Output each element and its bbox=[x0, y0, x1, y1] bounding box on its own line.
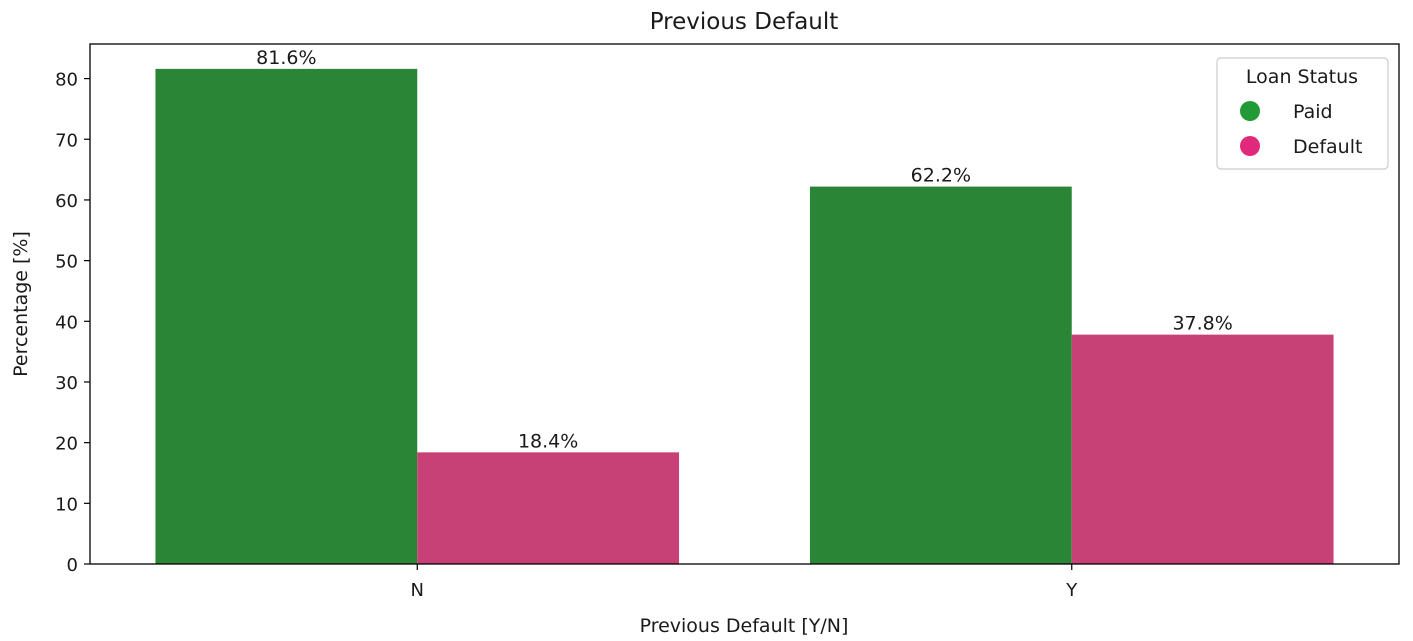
legend-label-paid: Paid bbox=[1293, 101, 1333, 123]
bar-default-y bbox=[1071, 334, 1334, 564]
legend-label-default: Default bbox=[1293, 136, 1362, 158]
bars-layer bbox=[155, 68, 1334, 564]
y-tick-label-0: 0 bbox=[67, 555, 78, 576]
y-tick-label-60: 60 bbox=[55, 191, 78, 212]
chart-title: Previous Default bbox=[650, 9, 839, 35]
legend-marker-paid bbox=[1240, 101, 1260, 121]
y-tick-label-20: 20 bbox=[55, 434, 78, 455]
y-tick-label-70: 70 bbox=[55, 130, 78, 151]
y-axis-label: Percentage [%] bbox=[10, 231, 32, 377]
bar-label-default-n: 18.4% bbox=[518, 430, 578, 452]
bar-label-default-y: 37.8% bbox=[1172, 313, 1232, 335]
bar-label-paid-n: 81.6% bbox=[256, 47, 316, 69]
y-tick-label-10: 10 bbox=[55, 494, 78, 515]
bar-paid-y bbox=[809, 186, 1072, 564]
y-axis: 0 10 20 30 40 50 60 70 80 bbox=[55, 70, 90, 576]
legend-title: Loan Status bbox=[1246, 66, 1358, 88]
bar-default-n bbox=[417, 452, 680, 564]
x-tick-label-y: Y bbox=[1065, 580, 1078, 601]
y-tick-label-40: 40 bbox=[55, 312, 78, 333]
bar-paid-n bbox=[155, 68, 418, 564]
bar-labels-layer: 81.6% 18.4% 62.2% 37.8% bbox=[256, 47, 1233, 452]
legend: Loan Status Paid Default bbox=[1216, 57, 1389, 170]
legend-marker-default bbox=[1240, 136, 1260, 156]
legend-box bbox=[1216, 57, 1389, 170]
y-tick-label-80: 80 bbox=[55, 70, 78, 91]
plot-area-frame bbox=[89, 43, 1400, 565]
y-tick-label-30: 30 bbox=[55, 373, 78, 394]
x-axis-label: Previous Default [Y/N] bbox=[640, 615, 849, 637]
y-tick-label-50: 50 bbox=[55, 252, 78, 273]
bar-label-paid-y: 62.2% bbox=[911, 165, 971, 187]
x-tick-label-n: N bbox=[411, 580, 424, 601]
